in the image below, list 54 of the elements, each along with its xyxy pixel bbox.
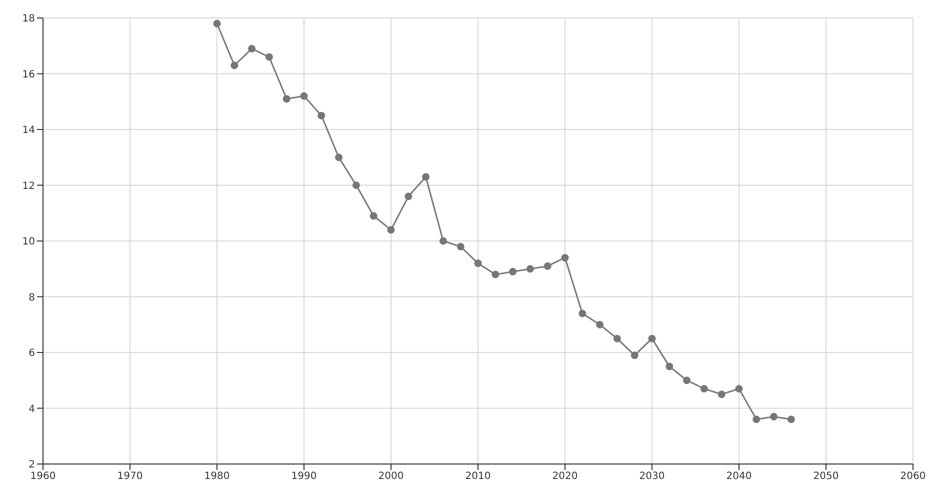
point: [770, 412, 778, 420]
point: [335, 154, 343, 162]
x-tick-label: 2010: [465, 471, 491, 482]
point: [526, 265, 534, 273]
point: [735, 384, 743, 392]
x-tick-label: 2040: [726, 471, 752, 482]
point: [439, 237, 447, 245]
point: [404, 192, 412, 200]
x-tick-label: 1960: [30, 471, 56, 482]
point: [561, 254, 569, 262]
point: [630, 352, 638, 360]
point: [492, 270, 500, 278]
point: [700, 384, 708, 392]
x-tick-label: 2030: [639, 471, 665, 482]
y-tick-label: 2: [28, 460, 35, 471]
point: [422, 173, 430, 181]
point: [474, 260, 482, 268]
point: [683, 376, 691, 384]
point: [544, 262, 552, 270]
x-tick-label: 2050: [813, 471, 839, 482]
point: [509, 268, 517, 276]
y-tick-label: 8: [28, 292, 35, 304]
x-tick-label: 1970: [117, 471, 143, 482]
point: [666, 362, 674, 370]
x-tick-label: 2060: [900, 471, 926, 482]
point: [596, 320, 604, 328]
y-tick-label: 18: [22, 14, 35, 25]
point: [230, 62, 238, 70]
x-tick-label: 2000: [378, 471, 404, 482]
point: [300, 92, 308, 100]
y-tick-label: 10: [22, 236, 35, 248]
point: [248, 44, 256, 52]
point: [387, 226, 395, 234]
point: [648, 334, 656, 342]
point: [265, 53, 273, 61]
point: [752, 416, 760, 424]
point: [318, 112, 326, 120]
x-tick-label: 2020: [552, 471, 578, 482]
y-tick-label: 14: [22, 125, 35, 136]
y-tick-label: 12: [22, 180, 35, 192]
y-tick-label: 16: [22, 69, 35, 80]
point: [282, 95, 290, 103]
point: [718, 390, 726, 398]
y-tick-label: 6: [28, 348, 35, 360]
x-tick-label: 1990: [291, 471, 317, 482]
y-tick-label: 4: [28, 404, 35, 415]
point: [352, 182, 360, 189]
point: [456, 242, 464, 250]
point: [370, 212, 378, 220]
point: [613, 334, 621, 342]
x-tick-label: 1980: [204, 471, 230, 482]
point: [578, 310, 586, 318]
point: [213, 20, 221, 28]
point: [787, 416, 795, 424]
